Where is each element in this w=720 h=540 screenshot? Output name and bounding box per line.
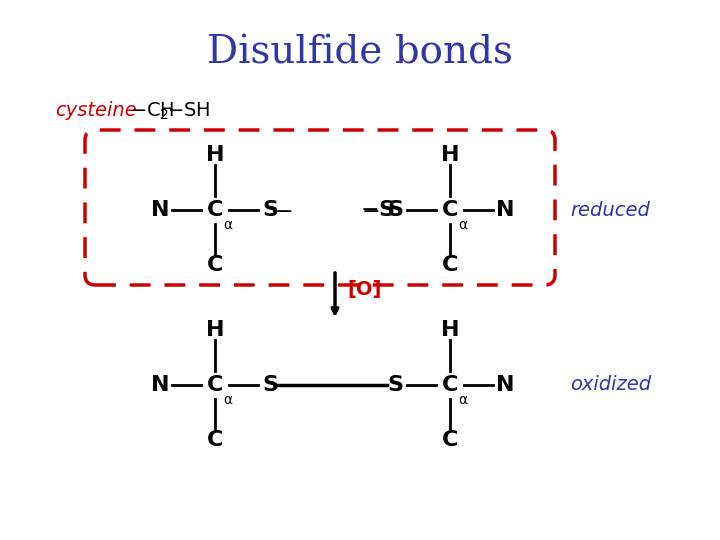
Text: C: C — [207, 430, 223, 450]
Text: N: N — [150, 200, 169, 220]
Text: $-$: $-$ — [274, 200, 292, 220]
Text: H: H — [441, 320, 459, 340]
Text: C: C — [442, 375, 458, 395]
Text: S: S — [262, 200, 278, 220]
Text: S: S — [387, 375, 403, 395]
Text: S: S — [387, 200, 403, 220]
Text: [O]: [O] — [347, 280, 382, 300]
Text: H: H — [441, 145, 459, 165]
Text: α: α — [223, 218, 232, 232]
Text: $-$SH: $-$SH — [167, 100, 210, 119]
Text: reduced: reduced — [570, 200, 650, 219]
Text: C: C — [442, 200, 458, 220]
Text: 2: 2 — [160, 108, 168, 122]
Text: $-$S: $-$S — [361, 200, 395, 220]
Text: N: N — [496, 375, 514, 395]
Text: oxidized: oxidized — [570, 375, 651, 395]
Text: $-$: $-$ — [361, 200, 379, 220]
Text: C: C — [442, 255, 458, 275]
Text: α: α — [223, 393, 232, 407]
Text: C: C — [442, 430, 458, 450]
Text: C: C — [207, 255, 223, 275]
Text: α: α — [458, 218, 467, 232]
Text: cysteine: cysteine — [55, 100, 137, 119]
Text: C: C — [207, 200, 223, 220]
Text: Disulfide bonds: Disulfide bonds — [207, 35, 513, 72]
Text: C: C — [207, 375, 223, 395]
Text: S: S — [262, 375, 278, 395]
Text: H: H — [206, 320, 224, 340]
Text: α: α — [458, 393, 467, 407]
Text: H: H — [206, 145, 224, 165]
Text: N: N — [496, 200, 514, 220]
Text: $-$CH: $-$CH — [130, 100, 174, 119]
Text: N: N — [150, 375, 169, 395]
